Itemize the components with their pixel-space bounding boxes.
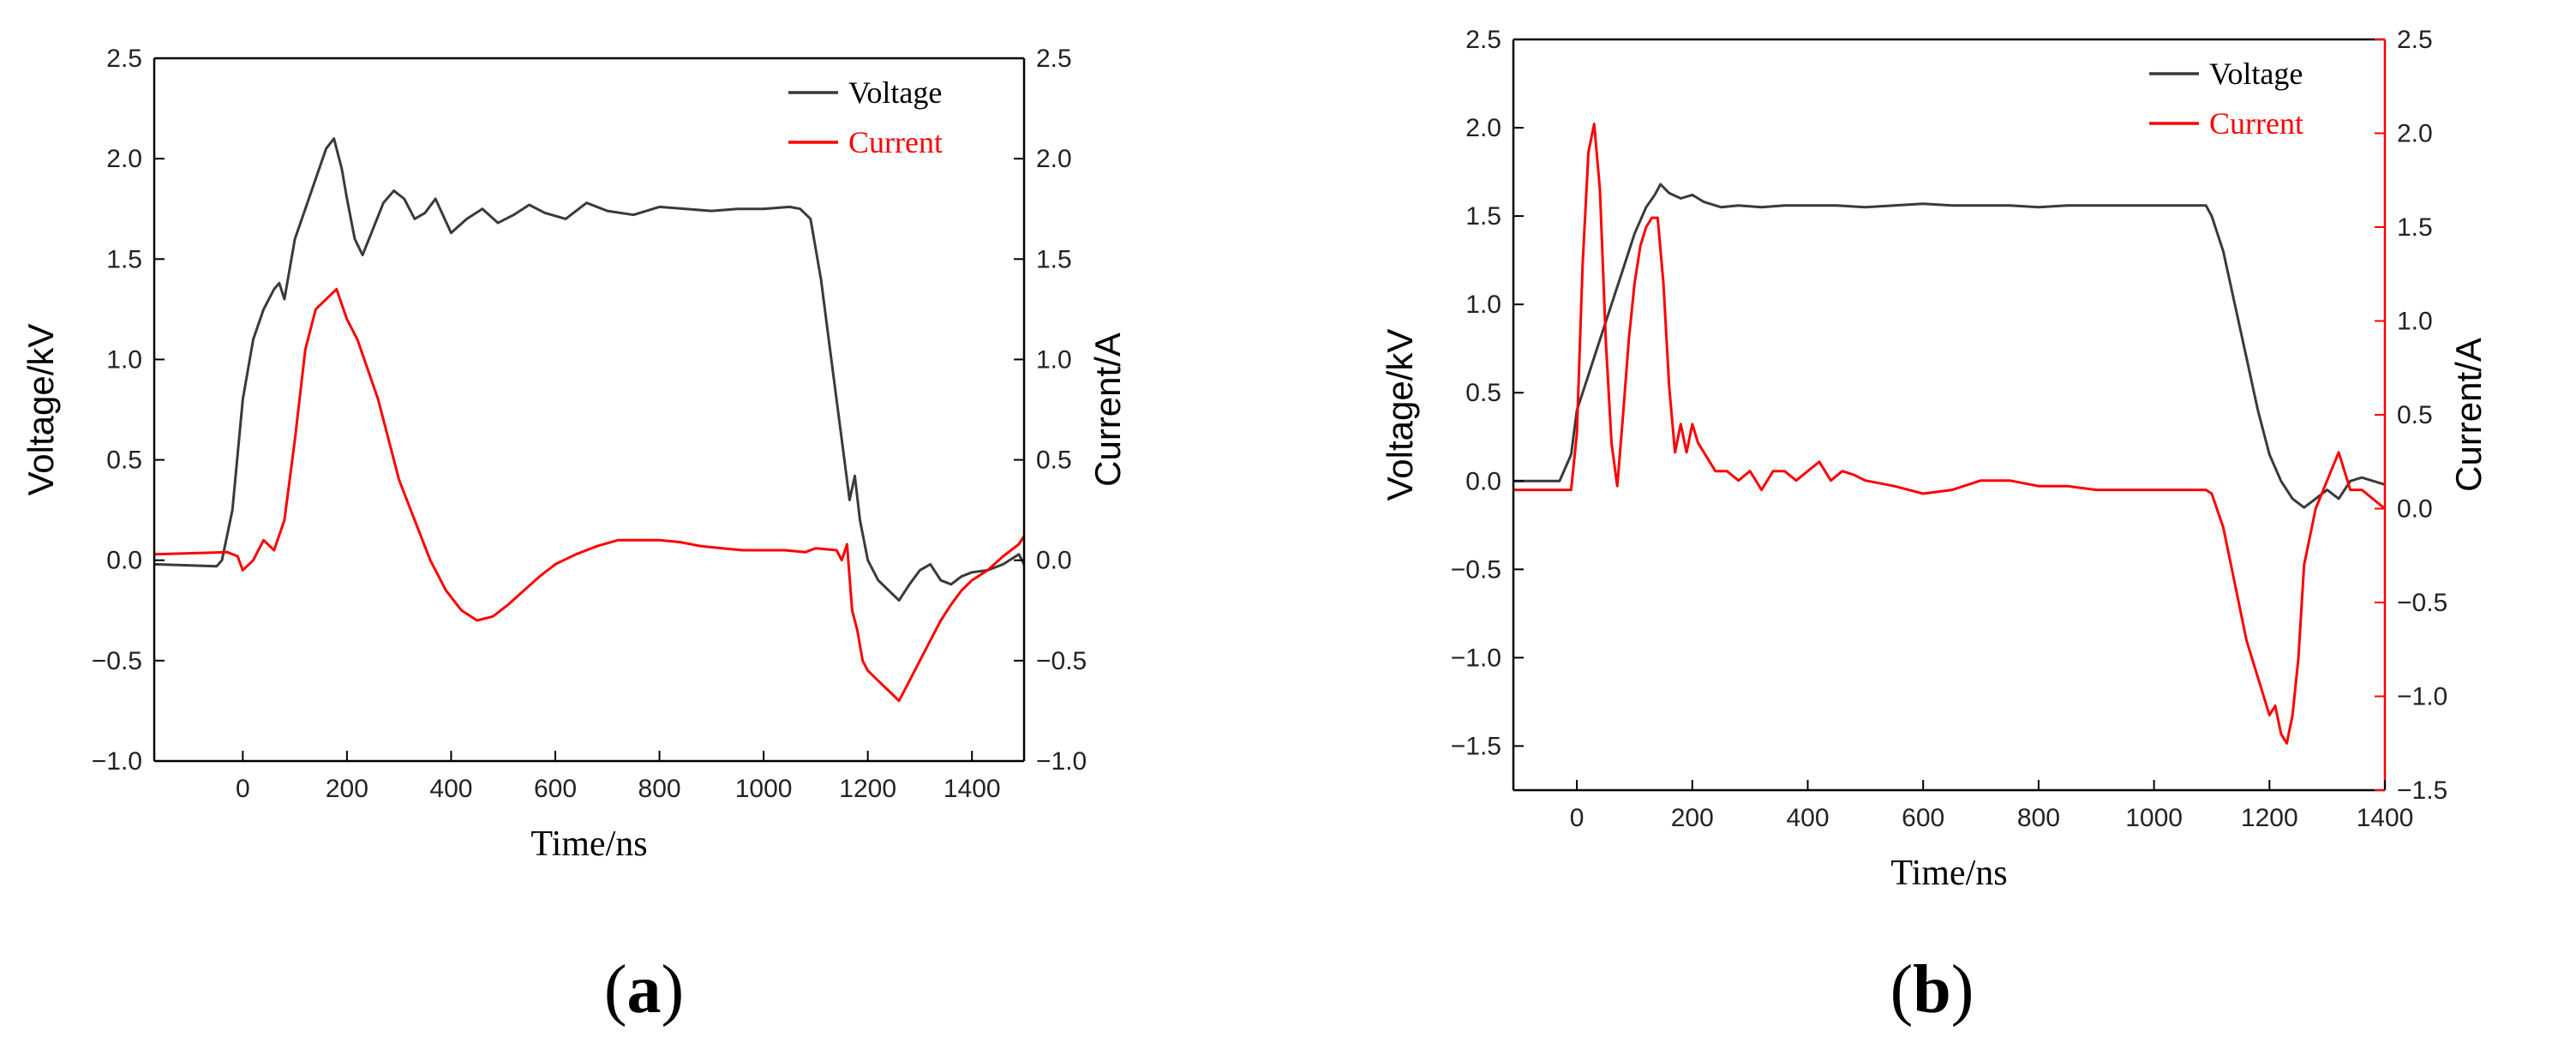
x-tick-label: 800 bbox=[638, 775, 681, 803]
legend-label-current: Current bbox=[848, 125, 943, 159]
x-tick-label: 200 bbox=[326, 775, 368, 803]
y-left-tick-label: −1.0 bbox=[92, 747, 142, 776]
y-left-tick-label: 0.5 bbox=[106, 447, 142, 475]
caption-a: (a) bbox=[603, 952, 685, 1028]
x-tick-label: 1400 bbox=[2357, 804, 2414, 832]
y-right-tick-label: −0.5 bbox=[2397, 589, 2447, 617]
series-line-current bbox=[154, 287, 1024, 703]
x-tick-label: 1400 bbox=[944, 775, 1001, 803]
x-tick-label: 600 bbox=[1902, 804, 1944, 832]
caption-b: (b) bbox=[1890, 952, 1974, 1028]
x-tick-label: 0 bbox=[1570, 804, 1585, 832]
y-left-tick-label: 0.5 bbox=[1465, 379, 1501, 407]
legend-label-voltage: Voltage bbox=[848, 75, 942, 110]
y-left-tick-label: −0.5 bbox=[1451, 555, 1501, 584]
x-tick-label: 1000 bbox=[2125, 804, 2183, 832]
x-tick-label: 1000 bbox=[735, 775, 793, 803]
y-left-tick-label: 1.5 bbox=[106, 245, 142, 273]
y-left-tick-label: 1.0 bbox=[106, 345, 142, 374]
y-left-tick-label: 1.5 bbox=[1465, 202, 1501, 231]
y-right-tick-label: 0.5 bbox=[1036, 447, 1072, 475]
y-right-tick-label: 1.5 bbox=[1036, 245, 1072, 273]
legend-label-voltage: Voltage bbox=[2209, 57, 2303, 91]
x-axis-title: Time/ns bbox=[1890, 854, 2007, 893]
x-tick-label: 400 bbox=[1786, 804, 1829, 832]
caption-a-letter: a bbox=[626, 952, 662, 1028]
y-right-tick-label: 2.0 bbox=[2397, 120, 2433, 148]
y-left-tick-label: 2.5 bbox=[106, 45, 142, 73]
x-tick-label: 200 bbox=[1671, 804, 1714, 832]
y-axis-right-title: Current/A bbox=[1087, 333, 1128, 487]
y-left-tick-label: 2.0 bbox=[1465, 114, 1501, 142]
y-right-tick-label: 0.0 bbox=[2397, 495, 2433, 524]
series-line-voltage bbox=[154, 137, 1024, 602]
x-axis-title: Time/ns bbox=[530, 824, 647, 864]
legend-label-current: Current bbox=[2209, 106, 2303, 141]
y-left-tick-label: −1.0 bbox=[1451, 644, 1501, 672]
y-right-tick-label: −1.0 bbox=[1036, 747, 1087, 776]
y-right-tick-label: 0.5 bbox=[2397, 401, 2433, 429]
x-tick-label: 0 bbox=[236, 775, 250, 803]
y-left-tick-label: −0.5 bbox=[92, 647, 142, 675]
y-left-tick-label: 2.5 bbox=[1465, 26, 1501, 54]
y-left-tick-label: 1.0 bbox=[1465, 291, 1501, 319]
x-tick-label: 1200 bbox=[2241, 804, 2298, 832]
y-axis-right-title: Current/A bbox=[2448, 338, 2489, 492]
chart-panel-a: 0 200 400 600 800 1000 1200 1400 −1.0 −0.5 0.0 0.5 1… bbox=[21, 45, 1128, 1028]
y-right-tick-label: −1.0 bbox=[2397, 683, 2447, 711]
chart-panel-b: 0 200 400 600 800 1000 1200 1400 −1.5 −1.0 −0.5 0.0… bbox=[1288, 0, 2576, 1055]
y-right-tick-label: −0.5 bbox=[1036, 647, 1087, 675]
y-axis-left-title: Voltage/kV bbox=[1380, 329, 1420, 501]
x-tick-label: 800 bbox=[2017, 804, 2060, 832]
y-right-tick-label: −1.5 bbox=[2397, 776, 2447, 805]
y-left-tick-label: 0.0 bbox=[106, 547, 142, 575]
y-right-tick-label: 1.5 bbox=[2397, 213, 2433, 242]
x-tick-label: 400 bbox=[429, 775, 472, 803]
x-tick-label: 1200 bbox=[839, 775, 896, 803]
y-right-tick-label: 0.0 bbox=[1036, 547, 1072, 575]
y-right-tick-label: 2.0 bbox=[1036, 145, 1072, 173]
y-left-tick-label: 2.0 bbox=[106, 145, 142, 173]
y-left-tick-label: 0.0 bbox=[1465, 467, 1501, 495]
series-line-voltage bbox=[1513, 183, 2385, 509]
y-right-tick-label: 2.5 bbox=[2397, 26, 2433, 54]
chart-b: 0 200 400 600 800 1000 1200 1400−1.5−1.0−0.50.0… bbox=[1380, 26, 2489, 893]
y-right-tick-label: 1.0 bbox=[1036, 345, 1072, 374]
caption-b-letter: b bbox=[1913, 952, 1951, 1028]
y-left-tick-label: −1.5 bbox=[1451, 732, 1501, 760]
y-right-tick-label: 2.5 bbox=[1036, 45, 1072, 73]
x-tick-label: 600 bbox=[534, 775, 577, 803]
y-right-tick-label: 1.0 bbox=[2397, 308, 2433, 336]
chart-a: 0 200 400 600 800 1000 1200 1400 −1.0 −0.5 0.0 0.5 1… bbox=[21, 45, 1128, 864]
y-axis-left-title: Voltage/kV bbox=[21, 324, 61, 496]
series-line-current bbox=[1513, 123, 2385, 745]
